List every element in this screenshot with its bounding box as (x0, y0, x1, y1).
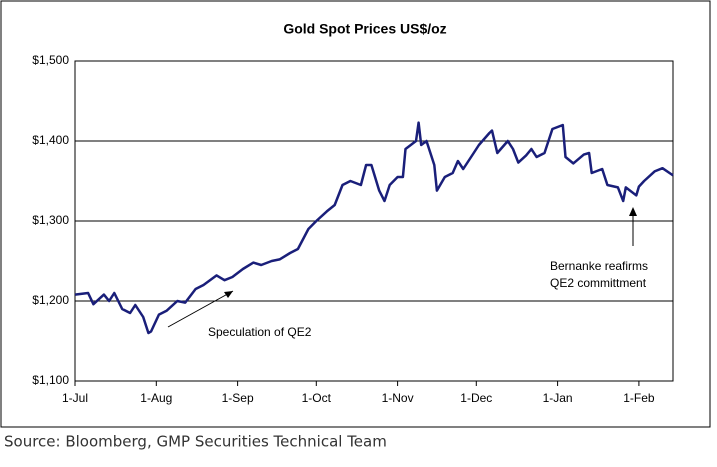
x-tick-label: 1-Oct (302, 391, 332, 405)
annotation: QE2 committment (550, 276, 647, 290)
x-tick-label: 1-Nov (382, 391, 414, 405)
source: Source: Bloomberg, GMP Securities Techni… (4, 433, 387, 451)
chart-frame (0, 0, 711, 428)
x-tick-label: 1-Sep (222, 391, 254, 405)
arrowhead (224, 291, 233, 298)
x-tick-label: 1-Aug (140, 391, 172, 405)
line-series (74, 121, 674, 335)
y-tick-label: $1,100 (32, 373, 69, 387)
x-tick-label: 1-Jul (62, 391, 88, 405)
chart-title: Gold Spot Prices US$/oz (283, 21, 446, 37)
x-tick-label: 1-Feb (623, 391, 655, 405)
y-tick-label: $1,400 (32, 133, 69, 147)
annotation: Speculation of QE2 (208, 325, 312, 339)
y-tick-label: $1,200 (32, 293, 69, 307)
arrow (167, 290, 234, 328)
x-tick-label: 1-Dec (460, 391, 492, 405)
annotation: Bernanke reafirms (550, 259, 648, 273)
x-tick-label: 1-Jan (543, 391, 573, 405)
arrowhead (629, 207, 637, 216)
y-tick-label: $1,500 (32, 53, 69, 67)
y-tick-label: $1,300 (32, 213, 69, 227)
